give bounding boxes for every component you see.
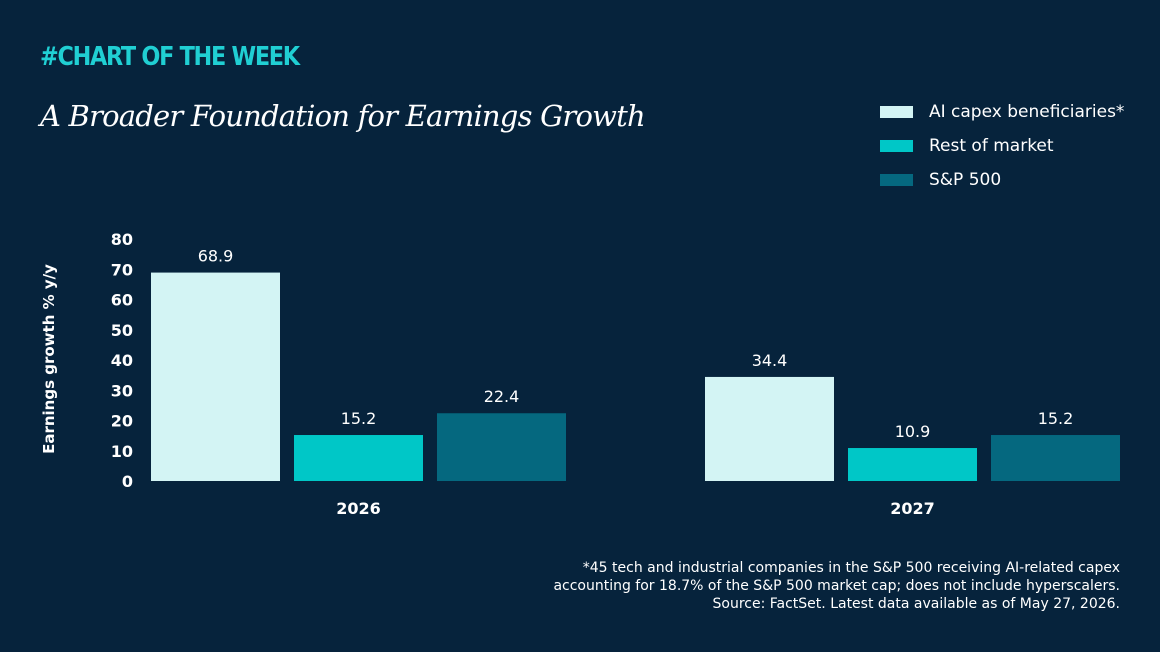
bar-value-label: 68.9 bbox=[198, 247, 234, 266]
y-tick-label: 70 bbox=[111, 260, 133, 279]
value-labels: 68.9 15.2 22.4 34.4 10.9 15.2 bbox=[198, 247, 1074, 441]
y-axis-title: Earnings growth % y/y bbox=[40, 264, 58, 454]
bar-value-label: 15.2 bbox=[1038, 409, 1074, 428]
legend-label-sp500: S&P 500 bbox=[929, 170, 1002, 190]
chart-title: A Broader Foundation for Earnings Growth bbox=[40, 99, 646, 133]
y-tick-label: 20 bbox=[111, 412, 133, 431]
bar bbox=[991, 435, 1120, 481]
y-tick-label: 50 bbox=[111, 321, 133, 340]
category-labels: 2026 2027 bbox=[336, 499, 935, 518]
legend: AI capex beneficiaries* Rest of market S… bbox=[880, 95, 1124, 197]
legend-swatch-rest-of-market bbox=[880, 140, 913, 152]
legend-swatch-ai-capex bbox=[880, 106, 913, 118]
legend-item-rest-of-market: Rest of market bbox=[880, 129, 1124, 163]
bar-value-label: 22.4 bbox=[484, 387, 520, 406]
bar bbox=[705, 376, 834, 481]
bar-value-label: 10.9 bbox=[895, 422, 931, 441]
y-tick-label: 10 bbox=[111, 442, 133, 461]
bar-value-label: 34.4 bbox=[752, 351, 788, 370]
y-tick-label: 0 bbox=[122, 472, 133, 491]
y-axis-ticks: 0 10 20 30 40 50 60 70 80 bbox=[111, 230, 133, 491]
footnote: *45 tech and industrial companies in the… bbox=[553, 559, 1120, 613]
y-tick-label: 40 bbox=[111, 351, 133, 370]
footnote-line-3: Source: FactSet. Latest data available a… bbox=[712, 596, 1120, 612]
y-tick-label: 80 bbox=[111, 230, 133, 249]
bar bbox=[437, 413, 566, 481]
legend-label-ai-capex: AI capex beneficiaries* bbox=[929, 102, 1125, 122]
y-tick-label: 60 bbox=[111, 291, 133, 310]
bar-value-label: 15.2 bbox=[341, 409, 377, 428]
legend-item-ai-capex: AI capex beneficiaries* bbox=[880, 95, 1124, 129]
bars bbox=[151, 272, 1120, 481]
chart-of-the-week-tag: #CHART OF THE WEEK bbox=[40, 42, 300, 72]
legend-label-rest-of-market: Rest of market bbox=[929, 136, 1054, 156]
footnote-line-1: *45 tech and industrial companies in the… bbox=[582, 560, 1120, 576]
category-label: 2027 bbox=[890, 499, 935, 518]
legend-swatch-sp500 bbox=[880, 174, 913, 186]
y-tick-label: 30 bbox=[111, 381, 133, 400]
legend-item-sp500: S&P 500 bbox=[880, 163, 1124, 197]
footnote-line-2: accounting for 18.7% of the S&P 500 mark… bbox=[553, 578, 1120, 594]
bar bbox=[151, 272, 280, 481]
category-label: 2026 bbox=[336, 499, 381, 518]
bar bbox=[848, 448, 977, 481]
bar bbox=[294, 435, 423, 481]
